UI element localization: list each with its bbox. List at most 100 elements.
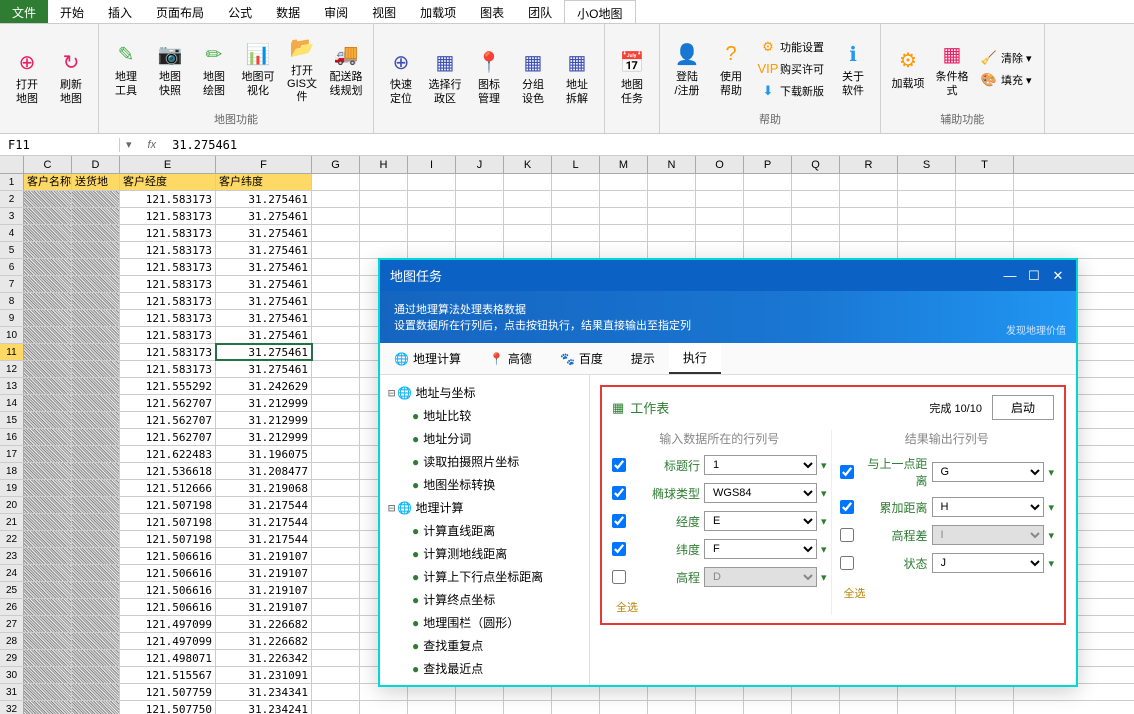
cell[interactable] <box>24 378 72 394</box>
row-header[interactable]: 14 <box>0 395 24 411</box>
cell[interactable] <box>72 225 120 241</box>
row-header[interactable]: 21 <box>0 514 24 530</box>
cell[interactable] <box>24 191 72 207</box>
row-header[interactable]: 4 <box>0 225 24 241</box>
cell[interactable] <box>312 225 360 241</box>
dlg-tab-0[interactable]: 🌐地理计算 <box>380 343 475 374</box>
cell[interactable]: 121.622483 <box>120 446 216 462</box>
cell[interactable] <box>360 225 408 241</box>
cell[interactable]: 31.275461 <box>216 225 312 241</box>
tree-node-6[interactable]: ●计算直线距离 <box>384 519 585 542</box>
cell[interactable]: 31.212999 <box>216 429 312 445</box>
cell[interactable]: 31.275461 <box>216 191 312 207</box>
cell[interactable] <box>456 701 504 714</box>
cell[interactable] <box>312 344 360 360</box>
cell[interactable]: 121.507759 <box>120 684 216 700</box>
cell[interactable]: 31.219107 <box>216 582 312 598</box>
ribbon-tab-11[interactable]: 小O地图 <box>564 0 635 23</box>
cell[interactable] <box>956 242 1014 258</box>
cell[interactable] <box>552 225 600 241</box>
cell[interactable]: 31.219107 <box>216 565 312 581</box>
cell[interactable] <box>24 429 72 445</box>
cell[interactable] <box>744 225 792 241</box>
cell[interactable]: 121.583173 <box>120 344 216 360</box>
cell[interactable] <box>898 242 956 258</box>
cell[interactable]: 121.583173 <box>120 361 216 377</box>
cell[interactable]: 121.583173 <box>120 293 216 309</box>
col-header-R[interactable]: R <box>840 156 898 173</box>
cell[interactable] <box>456 191 504 207</box>
cell[interactable] <box>24 565 72 581</box>
cell[interactable]: 31.217544 <box>216 497 312 513</box>
cell[interactable] <box>72 191 120 207</box>
cell[interactable] <box>792 174 840 190</box>
col-header-G[interactable]: G <box>312 156 360 173</box>
cell[interactable] <box>312 208 360 224</box>
cell[interactable] <box>648 174 696 190</box>
cell[interactable] <box>312 395 360 411</box>
cell[interactable]: 31.217544 <box>216 531 312 547</box>
ribbon-small-5-0[interactable]: 🧹清除 ▾ <box>975 48 1038 68</box>
cell[interactable]: 客户经度 <box>120 174 216 190</box>
ribbon-tab-0[interactable]: 文件 <box>0 0 48 23</box>
cell[interactable] <box>456 208 504 224</box>
row-header[interactable]: 7 <box>0 276 24 292</box>
cell[interactable]: 31.242629 <box>216 378 312 394</box>
row-header[interactable]: 8 <box>0 293 24 309</box>
row-header[interactable]: 5 <box>0 242 24 258</box>
cell[interactable] <box>312 514 360 530</box>
tree-node-0[interactable]: ⊟🌐 地址与坐标 <box>384 381 585 404</box>
right-select-1[interactable]: H <box>932 497 1045 517</box>
cell[interactable] <box>312 582 360 598</box>
row-header[interactable]: 30 <box>0 667 24 683</box>
cell[interactable]: 121.507198 <box>120 531 216 547</box>
cell[interactable] <box>898 225 956 241</box>
row-header[interactable]: 18 <box>0 463 24 479</box>
cell[interactable] <box>24 259 72 275</box>
cell[interactable] <box>312 531 360 547</box>
ribbon-btn-1-4[interactable]: 📂打开GIS文件 <box>281 28 323 109</box>
cell[interactable]: 31.219107 <box>216 599 312 615</box>
cell[interactable]: 121.583173 <box>120 327 216 343</box>
cell[interactable] <box>24 395 72 411</box>
cell[interactable] <box>600 701 648 714</box>
cell[interactable] <box>72 650 120 666</box>
ribbon-btn-1-1[interactable]: 📷地图快照 <box>149 28 191 109</box>
cell[interactable] <box>72 531 120 547</box>
ribbon-btn-5-1[interactable]: ▦条件格式 <box>931 28 973 109</box>
drop-arrow-icon[interactable]: ▾ <box>1048 466 1054 479</box>
row-header[interactable]: 6 <box>0 259 24 275</box>
cell[interactable] <box>898 208 956 224</box>
right-select-0[interactable]: G <box>932 462 1045 482</box>
cell[interactable] <box>312 361 360 377</box>
col-header-M[interactable]: M <box>600 156 648 173</box>
col-header-F[interactable]: F <box>216 156 312 173</box>
cell[interactable] <box>408 191 456 207</box>
cell[interactable]: 31.208477 <box>216 463 312 479</box>
cell[interactable]: 31.219068 <box>216 480 312 496</box>
cell[interactable] <box>72 684 120 700</box>
tree-node-4[interactable]: ●地图坐标转换 <box>384 473 585 496</box>
cell[interactable] <box>696 225 744 241</box>
col-header-E[interactable]: E <box>120 156 216 173</box>
cell[interactable] <box>600 174 648 190</box>
cell[interactable] <box>312 242 360 258</box>
left-chk-3[interactable] <box>612 542 626 556</box>
dlg-tab-3[interactable]: 提示 <box>617 343 669 374</box>
cell[interactable]: 121.498071 <box>120 650 216 666</box>
cell[interactable] <box>792 701 840 714</box>
cell[interactable]: 31.275461 <box>216 310 312 326</box>
cell[interactable] <box>456 174 504 190</box>
cell[interactable] <box>24 412 72 428</box>
ribbon-small-4-2[interactable]: ⬇下载新版 <box>754 81 830 101</box>
row-header[interactable]: 22 <box>0 531 24 547</box>
tree-node-9[interactable]: ●计算终点坐标 <box>384 588 585 611</box>
cell[interactable] <box>24 225 72 241</box>
cell[interactable] <box>312 310 360 326</box>
cell[interactable] <box>552 174 600 190</box>
cell[interactable] <box>792 191 840 207</box>
cell[interactable]: 31.196075 <box>216 446 312 462</box>
cell[interactable] <box>696 174 744 190</box>
cell[interactable]: 121.562707 <box>120 412 216 428</box>
cell[interactable]: 121.506616 <box>120 582 216 598</box>
